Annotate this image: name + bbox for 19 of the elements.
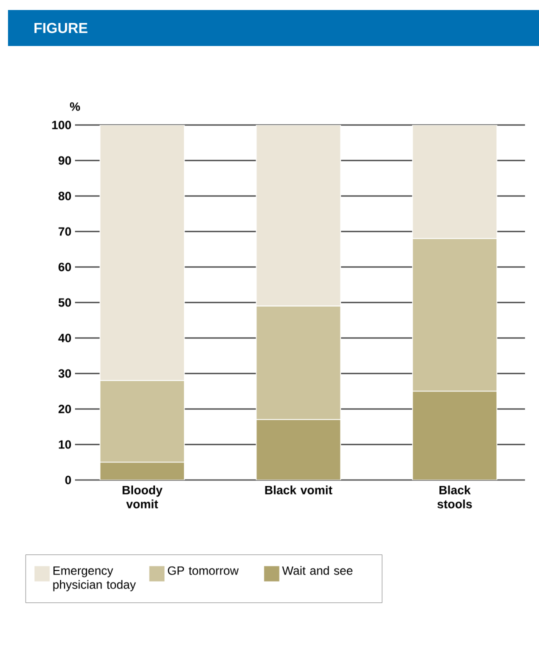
y-tick-label: 0 xyxy=(65,476,71,484)
x-tick-label: Black stools xyxy=(437,486,472,508)
y-tick-label: 70 xyxy=(58,227,71,236)
y-tick-label: 80 xyxy=(58,192,71,200)
chart-title: FIGURE xyxy=(34,22,88,34)
y-tick-label: 50 xyxy=(58,298,71,307)
y-tick-label: 100 xyxy=(52,120,71,130)
y-tick-label: 20 xyxy=(58,404,71,414)
legend-label: Wait and see xyxy=(282,566,352,575)
y-tick-label: 60 xyxy=(58,262,71,272)
x-tick-label: Bloody vomit xyxy=(122,486,162,508)
legend-label: GP tomorrow xyxy=(168,566,239,575)
y-axis-title: % xyxy=(70,102,80,111)
y-tick-label: 10 xyxy=(58,440,71,449)
y-tick-label: 30 xyxy=(58,369,71,378)
x-tick-label: Black vomit xyxy=(265,486,332,494)
y-tick-label: 40 xyxy=(58,334,71,342)
y-tick-label: 90 xyxy=(58,156,71,165)
legend-label: Emergency physician today xyxy=(53,566,136,592)
